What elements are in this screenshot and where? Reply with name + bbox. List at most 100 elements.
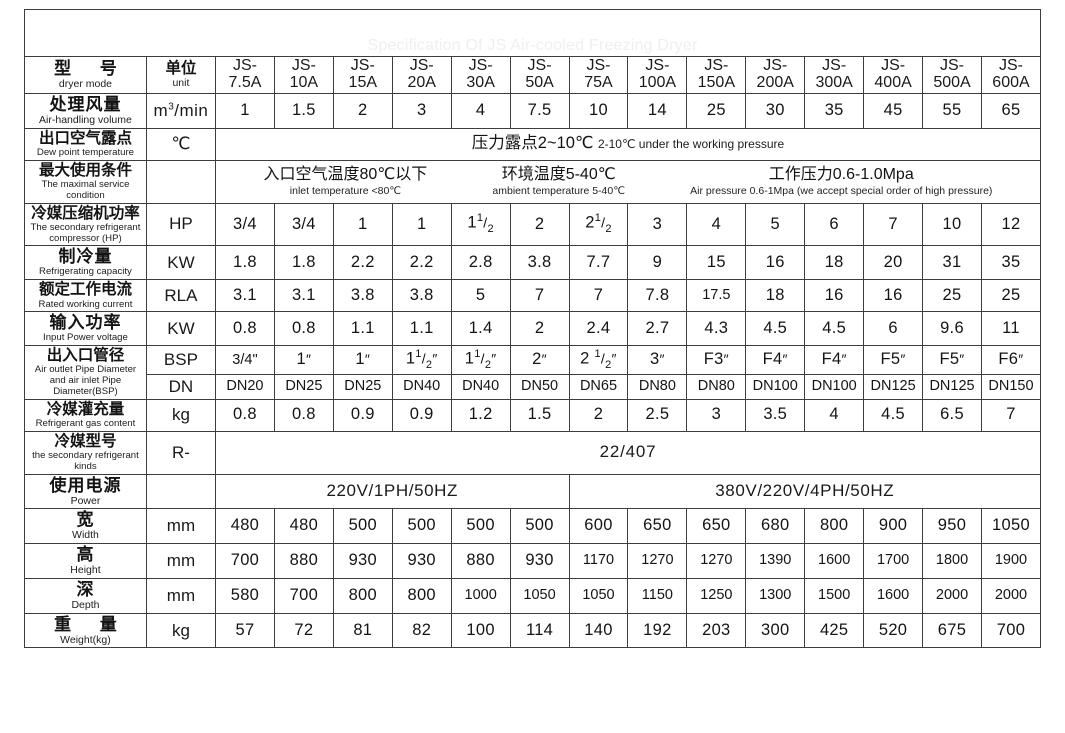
data-cell: 3″: [627, 345, 688, 376]
model-header-cell: JS- 50A: [509, 55, 570, 94]
data-cell: 1: [391, 202, 452, 247]
model-prefix: JS-: [468, 56, 493, 74]
data-cell: 950: [922, 508, 982, 545]
data-cell: 7: [509, 279, 570, 313]
data-cell: 3/4: [214, 202, 275, 247]
condition-item: 入口空气温度80℃以下 inlet temperature <80℃: [264, 166, 428, 197]
model-suffix: 150A: [697, 73, 735, 91]
data-cell: 11: [980, 311, 1042, 347]
row-label-en: Width: [72, 529, 99, 542]
data-cell: 100: [450, 612, 511, 649]
row-label-en: The secondary refrigerant compressor (HP…: [30, 221, 141, 244]
data-cell: F4″: [804, 345, 865, 376]
data-cell: 2.5: [627, 398, 688, 432]
data-cell: 2″: [509, 345, 570, 376]
data-cell: 0.8: [273, 398, 334, 432]
condition-cn: 入口空气温度80℃以下: [263, 165, 428, 183]
data-cell: 21/2: [568, 202, 629, 247]
model-suffix: 10A: [289, 73, 319, 91]
data-cell: 3/4": [214, 345, 275, 376]
data-cell: 9: [627, 245, 688, 281]
data-cell: DN80: [627, 374, 688, 400]
row-label-cn: 重 量: [54, 614, 129, 634]
data-cell: 6.5: [922, 398, 982, 432]
row-label-depth: 深 Depth: [24, 577, 147, 614]
model-prefix: JS-: [822, 56, 847, 74]
model-suffix: 400A: [874, 73, 912, 91]
fraction-value: 21/2: [585, 212, 612, 236]
data-cell: 4.5: [745, 311, 806, 347]
data-cell: DN100: [745, 374, 806, 400]
data-cell: 30: [745, 92, 806, 129]
title-row: JS 系列风冷式压缩空气干燥机标准技术参数 Specification Of J…: [24, 9, 1041, 57]
power-right-text: 380V/220V/4PH/50HZ: [715, 480, 895, 500]
data-cell: 16: [863, 279, 924, 313]
model-prefix: JS-: [881, 56, 906, 74]
model-suffix: 7.5A: [228, 73, 262, 91]
data-cell: 3.8: [391, 279, 452, 313]
row-label-cn: 深: [76, 579, 95, 599]
data-cell: 880: [273, 543, 334, 579]
header-label-cn: 型 号: [54, 59, 129, 79]
data-cell: 1″: [332, 345, 393, 376]
table-row: 深 Depth mm 580 700 800 800 1000 1050 105…: [24, 577, 1042, 614]
table-row: 冷媒型号 the secondary refrigerant kinds R- …: [24, 430, 1042, 475]
fraction-value: 2 1/2: [580, 347, 612, 371]
data-cell: 500: [332, 508, 393, 545]
unit-cell: [145, 473, 216, 510]
data-cell: 1.8: [214, 245, 275, 281]
data-cell: 25: [980, 279, 1042, 313]
data-cell: 3.1: [214, 279, 275, 313]
data-cell: 15: [686, 245, 747, 281]
row-label-en: the secondary refrigerant kinds: [32, 450, 139, 472]
row-label-en: Refrigerant gas content: [35, 417, 136, 429]
model-header-cell: JS- 150A: [686, 55, 747, 94]
refrigerant-value-text: 22/407: [599, 442, 657, 462]
data-cell: 2.4: [568, 311, 629, 347]
data-cell: DN80: [686, 374, 747, 400]
data-cell: 1700: [863, 543, 924, 579]
row-label-cn: 制冷量: [58, 247, 113, 267]
model-prefix: JS-: [409, 56, 434, 74]
fraction-value: 11/2: [464, 347, 492, 371]
data-cell: 0.8: [273, 311, 334, 347]
data-cell: 3.5: [745, 398, 806, 432]
data-cell: 1.8: [273, 245, 334, 281]
data-cell: F5″: [863, 345, 924, 376]
model-header-row: 型 号 dryer mode 单位 unit JS- 7.5A JS- 10A JS…: [24, 55, 1042, 94]
model-header-cell: JS- 600A: [980, 55, 1042, 94]
data-cell: 1900: [980, 543, 1042, 579]
data-cell: 500: [509, 508, 570, 545]
unit-cell: DN: [145, 374, 216, 400]
data-cell: 930: [391, 543, 452, 579]
data-cell: 3.8: [509, 245, 570, 281]
data-cell: 11/2″: [391, 345, 452, 376]
data-cell: 480: [214, 508, 275, 545]
row-label-en: Air outlet Pipe Diameter and air inlet P…: [34, 364, 137, 397]
unit-cell: ℃: [145, 127, 216, 161]
model-prefix: JS-: [586, 56, 611, 74]
data-cell: F5″: [922, 345, 982, 376]
condition-en: inlet temperature <80℃: [289, 185, 402, 198]
table-row: 额定工作电流 Rated working current RLA 3.1 3.1…: [24, 279, 1042, 313]
data-cell: 7: [980, 398, 1042, 432]
data-cell: 11/2″: [450, 345, 511, 376]
data-cell: 800: [332, 577, 393, 614]
model-header-cell: JS- 20A: [391, 55, 452, 94]
data-cell: 0.9: [391, 398, 452, 432]
unit-cell: mm: [145, 543, 216, 579]
data-cell: 700: [214, 543, 275, 579]
row-label-en: Input Power voltage: [43, 332, 128, 344]
data-cell: 16: [745, 245, 806, 281]
data-cell: 2: [568, 398, 629, 432]
data-cell: 5: [745, 202, 806, 247]
model-prefix: JS-: [998, 56, 1023, 74]
row-label-width: 宽 Width: [24, 508, 147, 545]
title-english: Specification Of JS Air-cooled Freezing …: [367, 36, 698, 54]
data-cell: 1050: [568, 577, 629, 614]
condition-cn: 工作压力0.6-1.0Mpa: [768, 165, 914, 183]
row-label-en: The maximal service condition: [41, 179, 130, 201]
row-label-en: Air-handling volume: [39, 113, 132, 126]
data-cell: 140: [568, 612, 629, 649]
